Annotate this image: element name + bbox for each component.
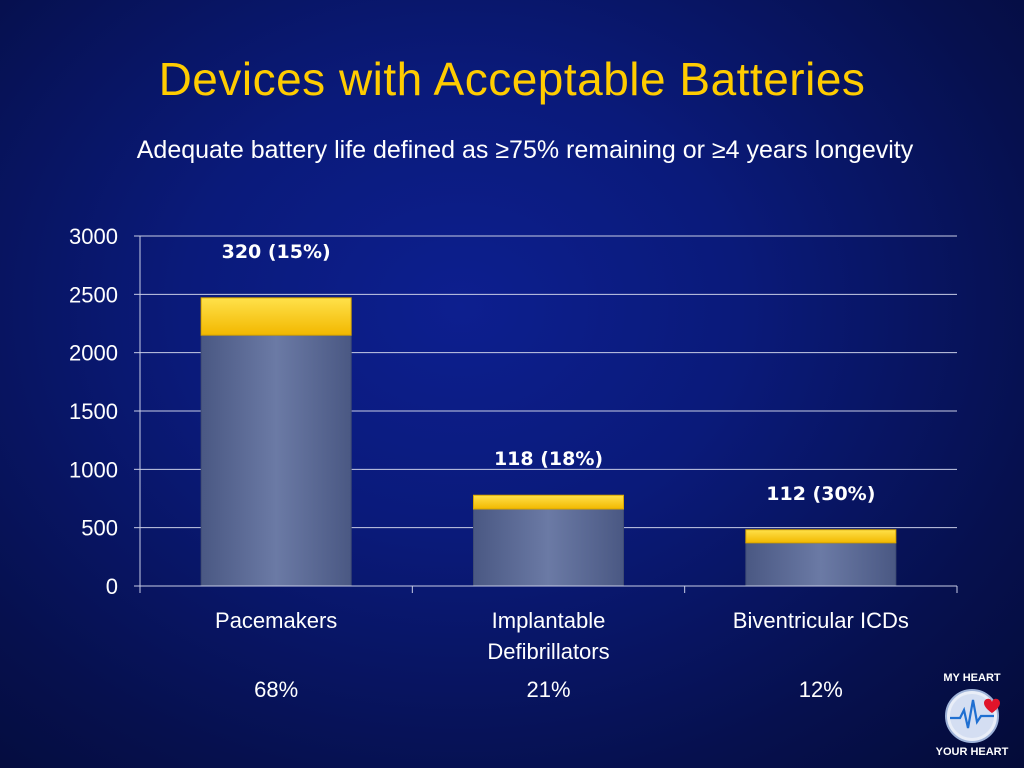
axes <box>134 235 958 593</box>
y-tick-label: 1000 <box>69 457 118 482</box>
x-category-label: Pacemakers <box>215 608 337 633</box>
labels: 0 500 1000 1500 2000 2500 3000 320 (15%) Pacemak… <box>69 224 909 702</box>
y-tick-label: 3000 <box>69 224 118 249</box>
y-tick-label: 1500 <box>69 399 118 424</box>
bar-acceptable <box>745 542 897 587</box>
bars <box>200 297 897 587</box>
y-tick-label: 500 <box>81 516 118 541</box>
x-category-label: Defibrillators <box>487 639 609 664</box>
slide-title: Devices with Acceptable Batteries <box>158 53 866 105</box>
category-share-label: 21% <box>526 677 570 702</box>
bar-unacceptable <box>745 529 897 544</box>
data-label: 118 (18%) <box>494 448 603 470</box>
bar-unacceptable <box>200 297 352 336</box>
logo-bottom-text: YOUR HEART <box>935 746 1009 758</box>
category-share-label: 12% <box>799 677 843 702</box>
heart-globe-icon <box>945 689 1000 743</box>
slide-subtitle: Adequate battery life defined as ≥75% re… <box>136 136 914 164</box>
y-tick-label: 0 <box>106 574 118 599</box>
category-share-label: 68% <box>254 677 298 702</box>
my-heart-your-heart-logo: MY HEART YOUR HEART <box>926 670 1018 762</box>
x-category-label: Implantable <box>492 608 606 633</box>
x-category-label: Biventricular ICDs <box>733 608 909 633</box>
bar-unacceptable <box>473 494 624 510</box>
y-tick-label: 2000 <box>69 341 118 366</box>
bar-acceptable <box>473 508 624 587</box>
y-tick-label: 2500 <box>69 282 118 307</box>
data-label: 320 (15%) <box>222 241 331 263</box>
data-label: 112 (30%) <box>766 483 875 505</box>
logo-top-text: MY HEART <box>943 672 1001 684</box>
bar-acceptable <box>200 334 352 587</box>
